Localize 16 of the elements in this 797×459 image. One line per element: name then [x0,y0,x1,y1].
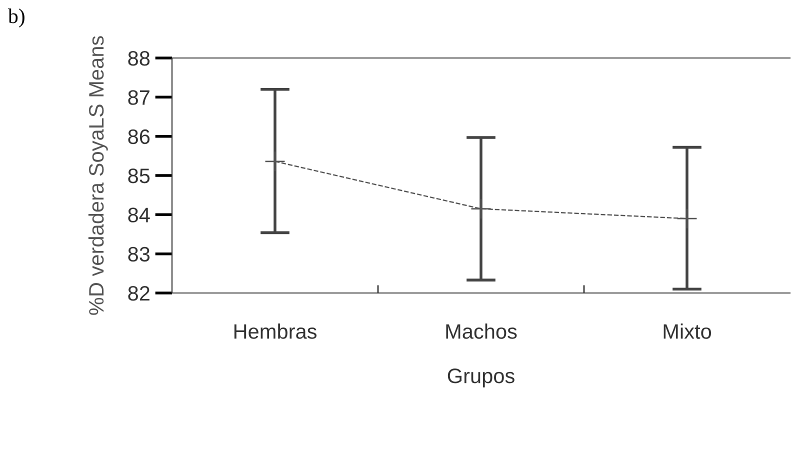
point [264,150,286,172]
y-tick-label: 82 [128,286,150,301]
point [676,208,698,229]
y-tick-label: 85 [128,168,150,184]
y-tick-label: 83 [128,246,150,262]
y-tick-label: 88 [128,51,150,66]
x-tick-label: Hembras [234,324,317,339]
x-tick-label: Mixto [664,324,712,339]
text: b) [8,8,24,28]
point [470,198,492,220]
y-tick-label: 86 [128,129,150,144]
x-tick-label: Machos [446,324,517,339]
y-tick-label: 87 [128,90,150,105]
y-tick-label: 84 [128,208,150,222]
x-axis-title: Grupos [448,368,514,388]
y-axis-title: %D verdadera SoyaLS Means [88,36,108,315]
